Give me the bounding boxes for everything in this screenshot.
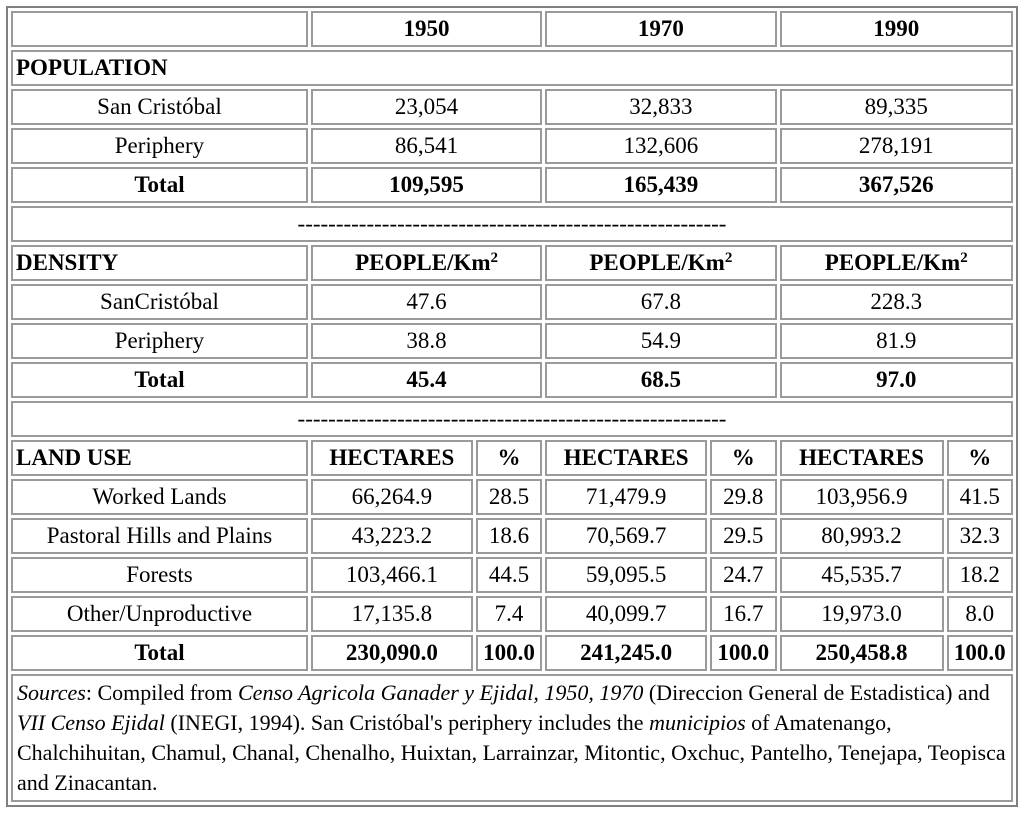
table-cell: 230,090.0: [310, 635, 473, 671]
row-label: Total: [11, 635, 308, 671]
dashed-separator: ----------------------------------------…: [11, 401, 1013, 437]
table-row: SanCristóbal 47.6 67.8 228.3: [11, 284, 1013, 320]
year-1990: 1990: [779, 11, 1013, 47]
table-cell: 70,569.7: [545, 518, 708, 554]
table-cell: 16.7: [710, 596, 777, 632]
table-row: San Cristóbal 23,054 32,833 89,335: [11, 89, 1013, 125]
table-cell: 80,993.2: [779, 518, 944, 554]
table-cell: 66,264.9: [310, 479, 473, 515]
data-table: 1950 1970 1990 POPULATION San Cristóbal …: [6, 6, 1018, 807]
table-cell: 44.5: [475, 557, 543, 593]
table-cell: 100.0: [475, 635, 543, 671]
table-cell: 38.8: [310, 323, 543, 359]
year-header-row: 1950 1970 1990: [11, 11, 1013, 47]
section-header-row: POPULATION: [11, 50, 1013, 86]
table-cell: 19,973.0: [779, 596, 944, 632]
row-label: Pastoral Hills and Plains: [11, 518, 308, 554]
table-cell: 29.5: [710, 518, 777, 554]
table-cell: 7.4: [475, 596, 543, 632]
table-cell: 100.0: [710, 635, 777, 671]
density-unit-1950: PEOPLE/Km2: [310, 245, 543, 281]
table-cell: 28.5: [475, 479, 543, 515]
table-cell: 8.0: [946, 596, 1013, 632]
table-cell: 45.4: [310, 362, 543, 398]
row-label: Other/Unproductive: [11, 596, 308, 632]
table-cell: 89,335: [779, 89, 1013, 125]
dashed-separator: ----------------------------------------…: [11, 206, 1013, 242]
table-cell: 24.7: [710, 557, 777, 593]
density-unit-1990: PEOPLE/Km2: [779, 245, 1013, 281]
table-cell: 67.8: [545, 284, 777, 320]
table-cell: 17,135.8: [310, 596, 473, 632]
table-cell: 278,191: [779, 128, 1013, 164]
table-cell: 47.6: [310, 284, 543, 320]
table-row: Periphery 38.8 54.9 81.9: [11, 323, 1013, 359]
row-label: SanCristóbal: [11, 284, 308, 320]
table-cell: 23,054: [310, 89, 543, 125]
table-cell: 132,606: [545, 128, 777, 164]
sources-row: Sources: Compiled from Censo Agricola Ga…: [11, 674, 1013, 802]
table-cell: 40,099.7: [545, 596, 708, 632]
year-1950: 1950: [310, 11, 543, 47]
population-header: POPULATION: [11, 50, 1013, 86]
hectares-header: HECTARES: [779, 440, 944, 476]
table-cell: 54.9: [545, 323, 777, 359]
table-cell: 41.5: [946, 479, 1013, 515]
row-label: San Cristóbal: [11, 89, 308, 125]
row-label: Total: [11, 362, 308, 398]
table-row: Other/Unproductive 17,135.8 7.4 40,099.7…: [11, 596, 1013, 632]
hectares-header: HECTARES: [310, 440, 473, 476]
year-1970: 1970: [545, 11, 777, 47]
density-header: DENSITY: [11, 245, 308, 281]
percent-header: %: [710, 440, 777, 476]
table-cell: 241,245.0: [545, 635, 708, 671]
table-cell: 86,541: [310, 128, 543, 164]
table-row: Periphery 86,541 132,606 278,191: [11, 128, 1013, 164]
separator-row: ----------------------------------------…: [11, 206, 1013, 242]
total-row: Total 109,595 165,439 367,526: [11, 167, 1013, 203]
table-cell: 59,095.5: [545, 557, 708, 593]
row-label: Total: [11, 167, 308, 203]
table-cell: 109,595: [310, 167, 543, 203]
total-row: Total 45.4 68.5 97.0: [11, 362, 1013, 398]
table-cell: 250,458.8: [779, 635, 944, 671]
table-cell: 18.2: [946, 557, 1013, 593]
separator-row: ----------------------------------------…: [11, 401, 1013, 437]
row-label: Forests: [11, 557, 308, 593]
table-cell: 81.9: [779, 323, 1013, 359]
table-cell: 32.3: [946, 518, 1013, 554]
table-cell: 29.8: [710, 479, 777, 515]
percent-header: %: [946, 440, 1013, 476]
table-row: Worked Lands 66,264.9 28.5 71,479.9 29.8…: [11, 479, 1013, 515]
table-cell: 367,526: [779, 167, 1013, 203]
density-header-row: DENSITY PEOPLE/Km2 PEOPLE/Km2 PEOPLE/Km2: [11, 245, 1013, 281]
land-use-header-row: LAND USE HECTARES % HECTARES % HECTARES …: [11, 440, 1013, 476]
row-label: Worked Lands: [11, 479, 308, 515]
table-cell: 100.0: [946, 635, 1013, 671]
table-cell: 32,833: [545, 89, 777, 125]
table-cell: 103,466.1: [310, 557, 473, 593]
table-cell: 45,535.7: [779, 557, 944, 593]
table-cell: 71,479.9: [545, 479, 708, 515]
table-cell: 43,223.2: [310, 518, 473, 554]
table-cell: 228.3: [779, 284, 1013, 320]
hectares-header: HECTARES: [545, 440, 708, 476]
table-cell: 97.0: [779, 362, 1013, 398]
row-label: Periphery: [11, 128, 308, 164]
density-unit-1970: PEOPLE/Km2: [545, 245, 777, 281]
table-row: Pastoral Hills and Plains 43,223.2 18.6 …: [11, 518, 1013, 554]
table-cell: 103,956.9: [779, 479, 944, 515]
corner-cell: [11, 11, 308, 47]
table-cell: 18.6: [475, 518, 543, 554]
table-cell: 68.5: [545, 362, 777, 398]
total-row: Total 230,090.0 100.0 241,245.0 100.0 25…: [11, 635, 1013, 671]
land-use-header: LAND USE: [11, 440, 308, 476]
row-label: Periphery: [11, 323, 308, 359]
sources-note: Sources: Compiled from Censo Agricola Ga…: [11, 674, 1013, 802]
table-row: Forests 103,466.1 44.5 59,095.5 24.7 45,…: [11, 557, 1013, 593]
table-cell: 165,439: [545, 167, 777, 203]
percent-header: %: [475, 440, 543, 476]
